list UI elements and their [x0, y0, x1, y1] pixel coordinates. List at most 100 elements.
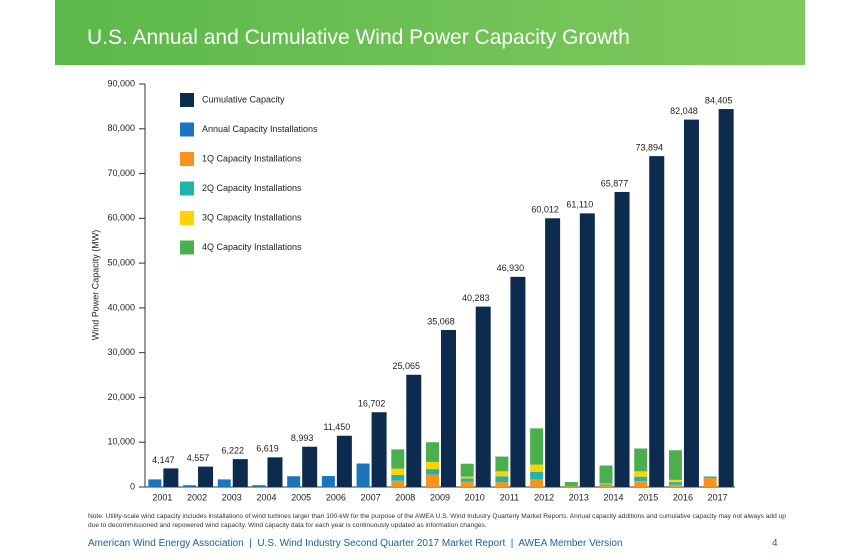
- cumulative-bar: [441, 329, 456, 487]
- y-tick-label: 0: [130, 481, 135, 491]
- annual-bar: [426, 474, 439, 487]
- page-number: 4: [772, 538, 778, 549]
- annual-bar: [426, 461, 439, 470]
- legend-swatch: [180, 240, 194, 255]
- x-tick-label: 2017: [708, 492, 728, 502]
- annual-bar: [495, 456, 509, 472]
- legend-label: 1Q Capacity Installations: [202, 153, 302, 163]
- legend-label: 3Q Capacity Installations: [202, 212, 302, 222]
- data-label: 73,894: [635, 142, 663, 152]
- data-label: 6,619: [256, 444, 279, 454]
- annual-bar: [668, 482, 682, 485]
- data-label: 82,048: [670, 106, 698, 116]
- legend-label: 2Q Capacity Installations: [202, 183, 302, 193]
- data-label: 25,065: [393, 361, 421, 371]
- annual-bar: [530, 464, 544, 472]
- data-label: 40,283: [462, 293, 490, 303]
- cumulative-bar: [649, 156, 665, 488]
- y-tick-label: 70,000: [107, 168, 135, 178]
- data-label: 6,222: [221, 446, 244, 456]
- data-label: 65,877: [601, 178, 629, 188]
- x-tick-label: 2016: [673, 492, 693, 502]
- annual-bar: [148, 479, 162, 487]
- x-tick-label: 2010: [465, 492, 485, 502]
- annual-bar: [460, 476, 474, 479]
- legend-swatch: [180, 93, 194, 107]
- annual-bar: [599, 465, 613, 484]
- annual-bar: [668, 450, 682, 480]
- cumulative-bar: [406, 374, 422, 487]
- data-label: 46,930: [497, 263, 525, 273]
- annual-bar: [460, 478, 474, 482]
- legend-swatch: [180, 181, 194, 196]
- annual-bar: [599, 484, 613, 486]
- data-label: 4,557: [187, 453, 210, 463]
- annual-bar: [703, 478, 717, 487]
- annual-bar: [391, 474, 405, 481]
- y-tick-label: 20,000: [107, 392, 135, 402]
- y-tick-label: 80,000: [107, 123, 135, 133]
- cumulative-bar: [579, 213, 595, 487]
- data-label: 8,993: [291, 433, 314, 443]
- x-tick-label: 2009: [430, 492, 450, 502]
- x-tick-label: 2012: [534, 492, 554, 502]
- annual-bar: [599, 485, 613, 487]
- x-tick-label: 2006: [326, 492, 346, 502]
- annual-bar: [426, 469, 439, 475]
- annual-bar: [426, 442, 439, 462]
- y-tick-label: 40,000: [107, 302, 135, 312]
- annual-bar: [391, 480, 405, 487]
- annual-bar: [391, 468, 405, 475]
- cumulative-bar: [267, 457, 283, 487]
- data-label: 11,450: [323, 422, 350, 432]
- cumulative-bar: [302, 446, 318, 487]
- annual-bar: [495, 471, 509, 477]
- note: Note: Utility-scale wind capacity includ…: [88, 513, 786, 529]
- x-tick-label: 2007: [361, 492, 381, 502]
- cumulative-bar: [336, 435, 352, 487]
- legend-label: Cumulative Capacity: [202, 94, 285, 104]
- annual-bar: [287, 476, 301, 487]
- annual-bar: [183, 485, 197, 487]
- x-tick-label: 2013: [569, 492, 589, 502]
- annual-bar: [668, 479, 682, 483]
- chart-title: U.S. Annual and Cumulative Wind Power Ca…: [87, 26, 630, 49]
- y-tick-label: 10,000: [107, 437, 135, 447]
- annual-bar: [460, 463, 474, 477]
- x-tick-label: 2005: [291, 492, 311, 502]
- annual-bar: [634, 471, 648, 477]
- y-tick-label: 60,000: [107, 213, 135, 223]
- annual-bar: [391, 449, 405, 469]
- x-tick-label: 2003: [222, 492, 242, 502]
- data-label: 4,147: [152, 455, 175, 465]
- cumulative-bar: [683, 119, 699, 487]
- cumulative-bar: [545, 218, 561, 487]
- x-tick-label: 2008: [395, 492, 415, 502]
- y-tick-label: 30,000: [107, 347, 135, 357]
- annual-bar: [530, 428, 544, 465]
- data-label: 84,405: [705, 95, 733, 105]
- header: U.S. Annual and Cumulative Wind Power Ca…: [55, 0, 805, 65]
- annual-bar: [356, 463, 370, 487]
- legend-swatch: [180, 152, 194, 166]
- data-label: 35,068: [427, 316, 455, 326]
- chart: Wind Power Capacity (MW) 0 10,000 20,000 30…: [90, 78, 735, 502]
- legend-label: Annual Capacity Installations: [202, 124, 318, 134]
- annual-bar: [599, 483, 613, 485]
- annual-bar: [495, 482, 509, 487]
- annual-bar: [530, 471, 544, 480]
- annual-bar: [634, 481, 648, 487]
- annual-bar: [634, 448, 648, 472]
- data-label: 61,110: [566, 200, 593, 210]
- annual-bar: [495, 476, 509, 483]
- annual-bar: [252, 485, 266, 487]
- cumulative-bar: [163, 468, 179, 487]
- annual-bar: [460, 481, 474, 487]
- annual-bar: [668, 484, 682, 487]
- legend-swatch: [180, 122, 194, 137]
- data-label: 16,702: [358, 399, 386, 409]
- legend-swatch: [180, 211, 194, 225]
- cumulative-bar: [371, 412, 387, 487]
- footer: American Wind Energy Association | U.S. …: [88, 538, 623, 549]
- y-tick-label: 90,000: [107, 78, 135, 88]
